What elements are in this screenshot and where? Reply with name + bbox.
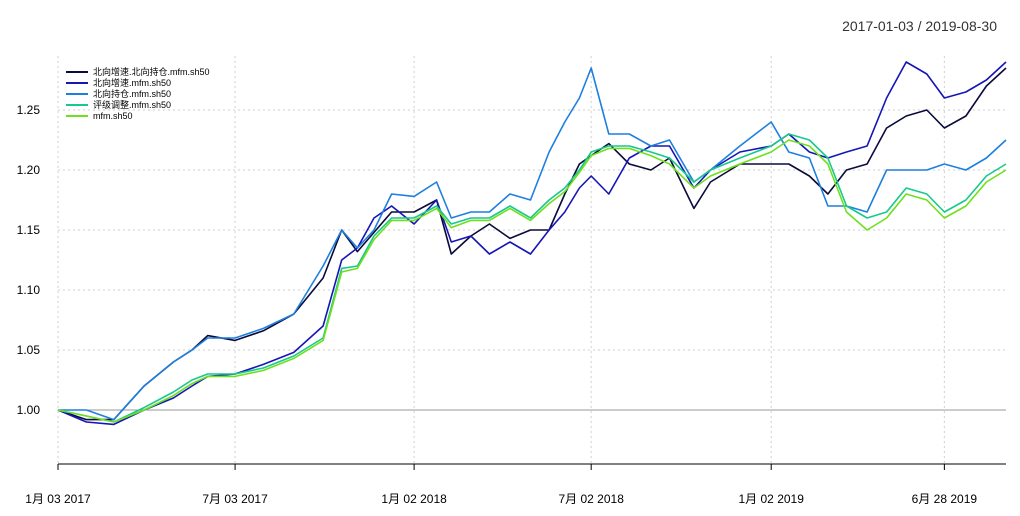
legend-label-4: 评级调整.mfm.sh50: [93, 99, 171, 110]
y-tick-label: 1.10: [17, 283, 41, 297]
series-line-4: [57, 133, 1007, 423]
y-tick-label: 1.25: [17, 103, 41, 117]
legend-label-5: mfm.sh50: [93, 111, 133, 121]
x-tick-label: 1月 03 2017: [25, 492, 91, 506]
x-tick-label: 1月 02 2018: [381, 492, 447, 506]
y-tick-label: 1.00: [17, 403, 41, 417]
series-line-5: [57, 139, 1007, 423]
x-tick-label: 6月 28 2019: [912, 492, 978, 506]
series-lines: [57, 61, 1007, 426]
grid: [57, 56, 1006, 464]
y-tick-label: 1.05: [17, 343, 41, 357]
axes: 1.00 1.05 1.10 1.15 1.20 1.25 1月 03 2017 7月 03 …: [17, 103, 1006, 506]
legend-label-3: 北向持仓.mfm.sh50: [93, 88, 171, 99]
y-tick-label: 1.15: [17, 223, 41, 237]
series-line-1: [57, 67, 1007, 421]
legend-label-2: 北向增速.mfm.sh50: [93, 77, 171, 88]
y-tick-label: 1.20: [17, 163, 41, 177]
legend: 北向增速.北向持仓.mfm.sh50北向增速.mfm.sh50北向持仓.mfm.…: [66, 66, 210, 121]
legend-label-1: 北向增速.北向持仓.mfm.sh50: [93, 66, 210, 77]
date-range-label: 2017-01-03 / 2019-08-30: [842, 18, 997, 34]
series-line-2: [57, 61, 1007, 426]
x-tick-label: 7月 02 2018: [558, 492, 624, 506]
series-line-3: [58, 67, 1007, 421]
x-tick-label: 1月 02 2019: [739, 492, 805, 506]
x-tick-label: 7月 03 2017: [202, 492, 268, 506]
